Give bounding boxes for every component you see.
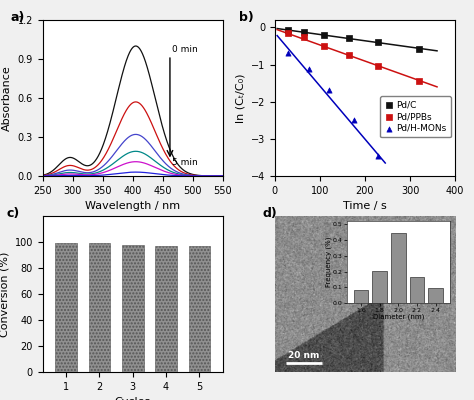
Pd/C: [284, 27, 292, 33]
Pd/PPBs: [415, 78, 423, 84]
Bar: [189, 246, 210, 372]
Pd/C: [320, 32, 328, 38]
Pd/PPBs: [284, 30, 292, 36]
Pd/H-MONs: [374, 152, 382, 159]
Pd/C: [301, 29, 308, 36]
Y-axis label: Conversion (%): Conversion (%): [0, 251, 9, 337]
Text: b): b): [239, 11, 254, 24]
Y-axis label: ln (Cₜ/C₀): ln (Cₜ/C₀): [235, 73, 245, 123]
Pd/H-MONs: [305, 66, 312, 72]
X-axis label: Cycles: Cycles: [115, 397, 151, 400]
Pd/PPBs: [346, 52, 353, 58]
Text: a): a): [10, 11, 25, 24]
Text: 20 nm: 20 nm: [288, 350, 319, 360]
Pd/H-MONs: [325, 87, 333, 93]
Bar: [155, 246, 177, 372]
Text: d): d): [262, 207, 277, 220]
Legend: Pd/C, Pd/PPBs, Pd/H-MONs: Pd/C, Pd/PPBs, Pd/H-MONs: [381, 96, 450, 138]
Bar: [122, 245, 144, 372]
X-axis label: Time / s: Time / s: [343, 201, 387, 211]
Pd/PPBs: [301, 34, 308, 41]
Text: 5 min: 5 min: [172, 158, 198, 167]
Pd/PPBs: [320, 43, 328, 49]
Y-axis label: Absorbance: Absorbance: [2, 65, 12, 131]
Pd/C: [346, 35, 353, 41]
Pd/C: [374, 39, 382, 46]
Pd/C: [415, 46, 423, 52]
Pd/H-MONs: [350, 117, 357, 124]
Bar: [89, 243, 110, 372]
Text: 0 min: 0 min: [172, 45, 198, 54]
X-axis label: Wavelength / nm: Wavelength / nm: [85, 201, 180, 211]
Bar: [55, 243, 77, 372]
Text: c): c): [7, 207, 20, 220]
Pd/PPBs: [374, 63, 382, 70]
Pd/H-MONs: [284, 50, 292, 56]
